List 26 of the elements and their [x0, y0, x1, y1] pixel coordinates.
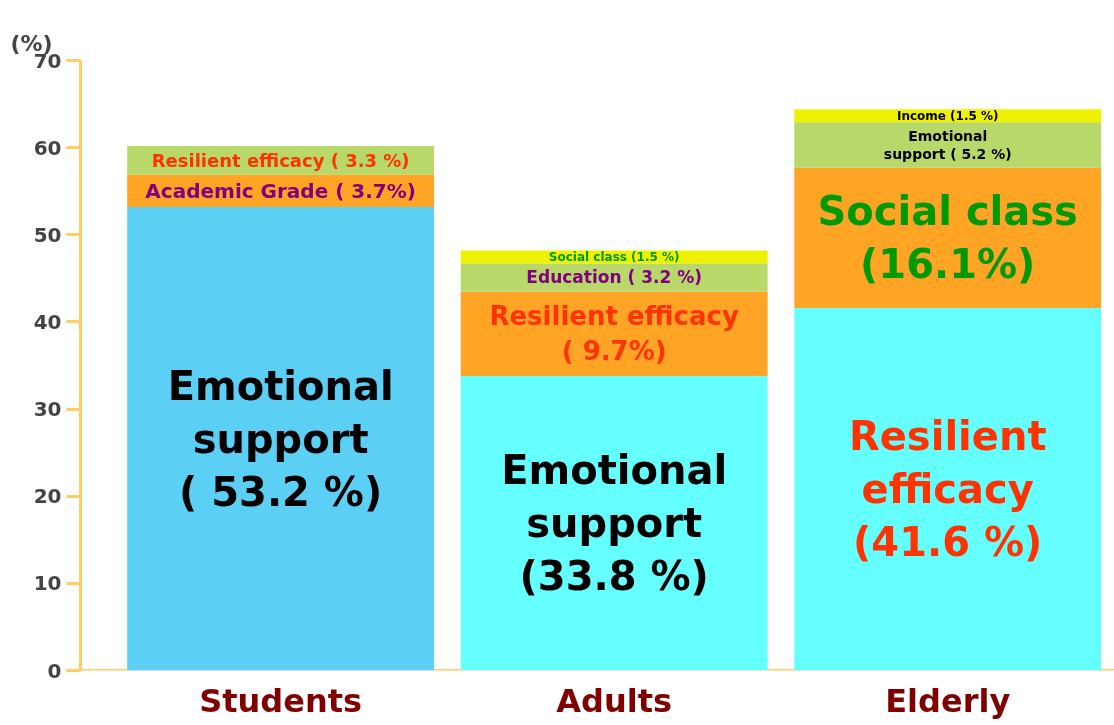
data-label: Income (1.5 %) — [896, 108, 999, 123]
y-tick-label: 60 — [33, 135, 62, 160]
x-tick-label: Elderly — [885, 681, 1011, 720]
y-tick-label: 50 — [33, 222, 62, 247]
data-label: Social class (1.5 %) — [548, 250, 680, 265]
data-label: Emotional support ( 5.2 %) — [883, 127, 1012, 163]
data-label: Resilient efficacy ( 3.3 %) — [151, 149, 410, 171]
x-tick-label: Students — [199, 681, 363, 720]
data-label: Emotional support (33.8 %) — [501, 447, 728, 600]
data-label: Social class (16.1%) — [817, 188, 1078, 288]
y-tick-label: 10 — [33, 571, 62, 596]
bar — [460, 250, 768, 264]
bar — [460, 375, 768, 671]
bar — [794, 122, 1102, 168]
y-tick-label: 0 — [47, 658, 62, 683]
data-label: Academic Grade ( 3.7%) — [145, 178, 416, 203]
bar — [127, 206, 435, 671]
bar — [794, 307, 1102, 671]
data-label: Resilient efficacy (41.6 %) — [848, 413, 1047, 566]
data-label: Education ( 3.2 %) — [526, 267, 702, 288]
data-label: Resilient efficacy ( 9.7%) — [489, 301, 739, 366]
y-tick-label: 20 — [33, 484, 62, 509]
data-label: Emotional support ( 53.2 %) — [167, 362, 394, 515]
y-tick-label: 30 — [33, 397, 62, 422]
y-tick-label: 40 — [33, 309, 62, 334]
x-tick-label: Adults — [556, 681, 673, 720]
